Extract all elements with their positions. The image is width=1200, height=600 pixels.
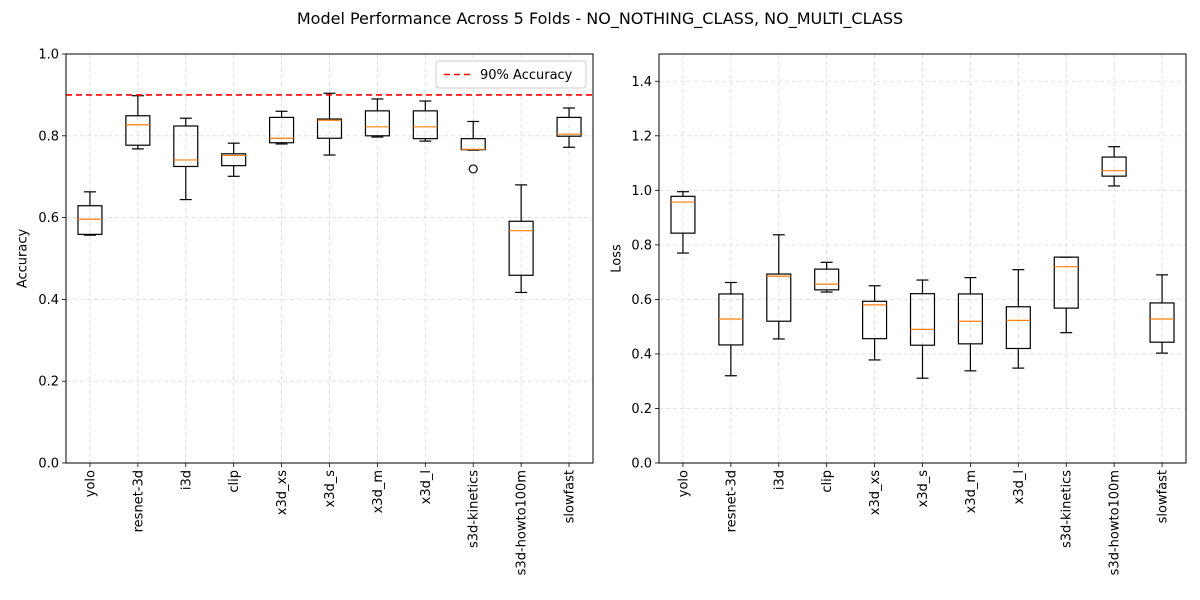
box-iqr <box>1149 302 1175 343</box>
x-tick-label: x3d_m <box>964 470 979 513</box>
y-axis-label: Loss <box>610 244 625 273</box>
y-tick-label: 0.6 <box>631 293 652 308</box>
box-iqr <box>77 205 103 235</box>
legend-label: 90% Accuracy <box>480 68 573 83</box>
box-yolo <box>670 191 696 254</box>
box-clip <box>814 261 840 293</box>
x-tick-label: i3d <box>179 470 194 490</box>
box-s3d-kinetics <box>460 120 486 174</box>
y-tick-label: 1.4 <box>631 75 652 90</box>
box-resnet-3d <box>718 281 744 377</box>
x-tick-label: x3d_xs <box>868 470 883 515</box>
box-iqr <box>1005 306 1031 350</box>
box-iqr <box>269 116 295 144</box>
x-tick-label: x3d_l <box>419 470 434 504</box>
box-iqr <box>1101 156 1127 177</box>
y-tick-label: 0.0 <box>631 457 652 472</box>
x-tick-label: i3d <box>772 470 787 490</box>
box-iqr <box>316 118 343 139</box>
box-iqr <box>556 116 582 137</box>
box-iqr <box>221 153 247 167</box>
y-tick-label: 1.2 <box>631 129 652 144</box>
x-tick-label: slowfast <box>563 470 578 523</box>
y-tick-label: 0.8 <box>631 238 652 253</box>
box-x3d_m <box>957 276 983 372</box>
box-iqr <box>957 293 983 345</box>
box-slowfast <box>556 107 582 148</box>
box-yolo <box>77 191 103 236</box>
box-iqr <box>125 115 151 146</box>
box-x3d_s <box>316 92 343 156</box>
box-iqr <box>173 125 199 168</box>
box-iqr <box>508 220 534 276</box>
x-tick-label: resnet-3d <box>131 470 146 532</box>
y-tick-label: 0.4 <box>631 347 652 362</box>
y-tick-label: 0.4 <box>38 293 59 308</box>
box-x3d_xs <box>862 285 888 361</box>
x-tick-label: x3d_l <box>1012 470 1027 504</box>
box-i3d <box>173 117 199 201</box>
box-slowfast <box>1149 274 1175 354</box>
y-tick-label: 0.6 <box>38 211 59 226</box>
box-x3d_xs <box>269 110 295 145</box>
box-s3d-howto100m <box>1101 146 1127 187</box>
box-x3d_m <box>364 98 390 138</box>
box-s3d-kinetics <box>1053 256 1079 334</box>
x-tick-label: clip <box>227 470 242 493</box>
legend-frame <box>435 60 587 89</box>
box-iqr <box>670 195 696 234</box>
axes-frame <box>658 53 1187 464</box>
x-tick-label: yolo <box>83 470 98 497</box>
box-iqr <box>766 273 792 322</box>
box-x3d_s <box>909 279 936 379</box>
box-resnet-3d <box>125 95 151 150</box>
outlier-point <box>468 164 478 174</box>
x-tick-label: s3d-kinetics <box>467 470 482 548</box>
x-tick-label: slowfast <box>1156 470 1171 523</box>
figure-title: Model Performance Across 5 Folds - NO_NO… <box>296 9 904 28</box>
box-s3d-howto100m <box>508 184 534 294</box>
y-tick-label: 0.2 <box>631 402 652 417</box>
y-tick-label: 0.0 <box>38 457 59 472</box>
x-tick-label: yolo <box>676 470 691 497</box>
x-tick-label: x3d_xs <box>275 470 290 515</box>
box-iqr <box>909 293 936 346</box>
x-tick-label: s3d-howto100m <box>515 470 530 575</box>
box-iqr <box>1053 256 1079 309</box>
y-axis-label: Accuracy <box>16 229 31 289</box>
box-x3d_l <box>1005 269 1031 369</box>
x-tick-label: resnet-3d <box>724 470 739 532</box>
box-clip <box>221 142 247 177</box>
x-tick-label: x3d_m <box>371 470 386 513</box>
y-tick-label: 1.0 <box>631 184 652 199</box>
x-tick-label: x3d_s <box>916 470 931 508</box>
box-i3d <box>766 234 792 340</box>
x-tick-label: s3d-kinetics <box>1060 470 1075 548</box>
box-iqr <box>814 268 840 291</box>
box-iqr <box>862 300 888 340</box>
box-iqr <box>364 110 390 137</box>
box-iqr <box>412 110 438 140</box>
x-tick-label: s3d-howto100m <box>1108 470 1123 575</box>
x-tick-label: x3d_s <box>323 470 338 508</box>
box-x3d_l <box>412 100 438 142</box>
y-tick-label: 0.2 <box>38 375 59 390</box>
legend: 90% Accuracy <box>435 60 587 89</box>
y-tick-label: 0.8 <box>38 129 59 144</box>
axes-frame <box>65 53 594 464</box>
x-tick-label: clip <box>820 470 835 493</box>
y-tick-label: 1.0 <box>38 48 59 63</box>
